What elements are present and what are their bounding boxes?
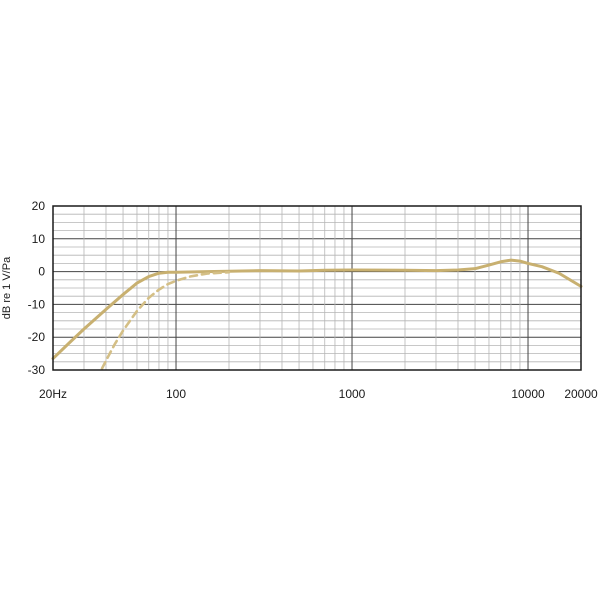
x-tick-label: 100 <box>166 387 186 401</box>
plot-frame <box>52 205 582 371</box>
y-tick-label: -30 <box>28 363 46 377</box>
y-tick-labels: 20 10 0 -10 -20 -30 <box>28 199 46 377</box>
series-layer <box>51 258 583 370</box>
y-tick-label: 20 <box>32 199 46 213</box>
x-tick-labels: 20Hz 100 1000 10000 20000 <box>39 387 598 401</box>
y-axis-label: dB re 1 V/Pa <box>1 256 13 319</box>
x-tick-label: 10000 <box>511 387 545 401</box>
y-tick-label: 0 <box>38 265 45 279</box>
series-line-solid <box>51 258 583 361</box>
y-tick-label: 10 <box>32 232 46 246</box>
x-tick-label: 1000 <box>339 387 366 401</box>
y-tick-label: -20 <box>28 330 46 344</box>
x-tick-label: 20000 <box>564 387 598 401</box>
series-line-dashed <box>100 270 231 370</box>
x-tick-label: 20Hz <box>39 387 67 401</box>
y-tick-label: -10 <box>28 297 46 311</box>
